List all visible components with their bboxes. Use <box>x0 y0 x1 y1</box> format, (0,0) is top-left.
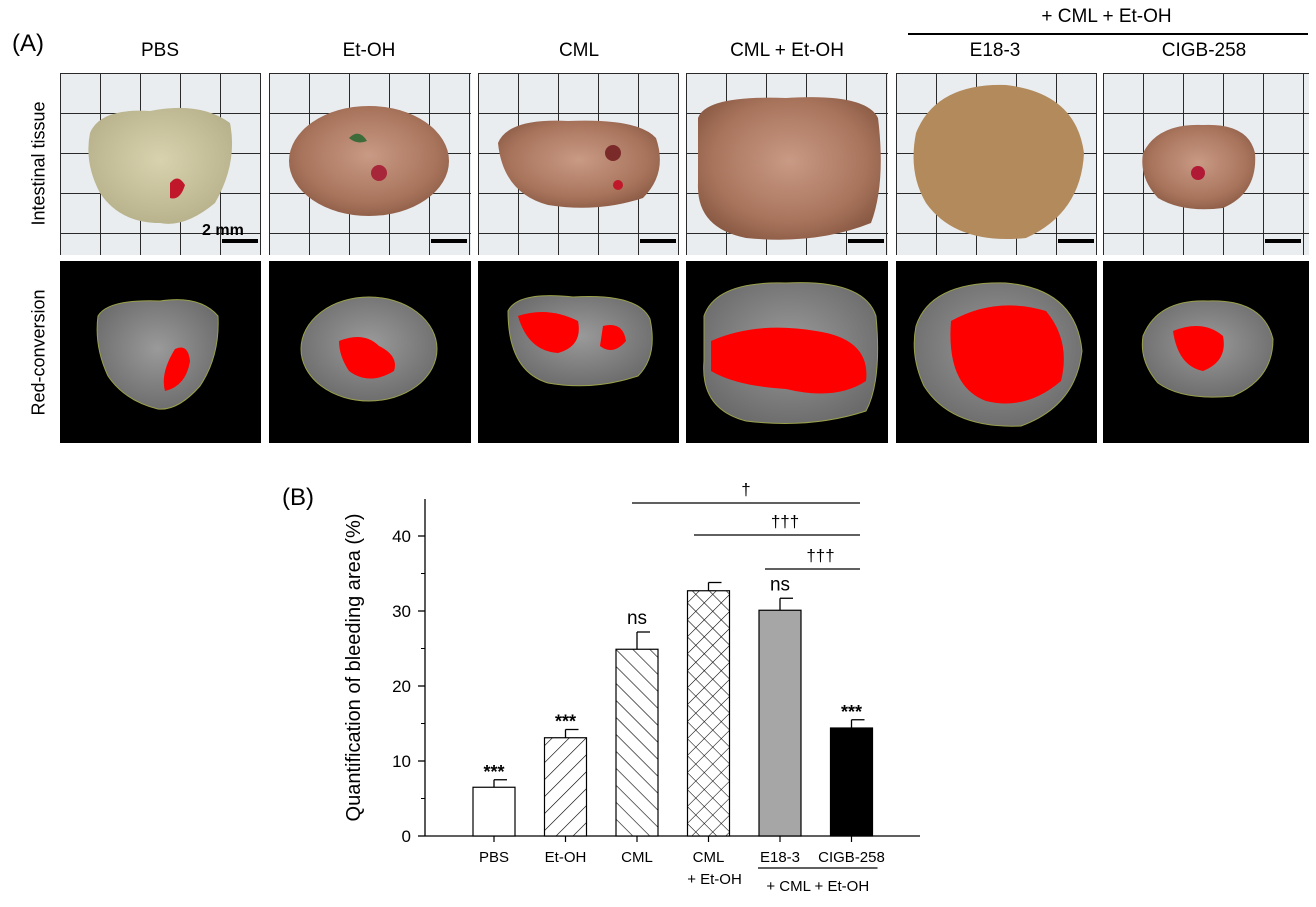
scale-bar <box>1265 239 1301 243</box>
tissue-photo-e18-3 <box>896 73 1097 255</box>
tissue-photo-etoh <box>269 73 471 255</box>
column-header-cml-etoh: CML + Et-OH <box>730 40 844 61</box>
y-tick-label: 30 <box>392 602 411 621</box>
bar-1 <box>543 737 588 837</box>
column-header-etoh: Et-OH <box>342 40 396 61</box>
bar-2 <box>615 648 659 837</box>
significance-stars: *** <box>483 762 504 782</box>
bar-3 <box>686 590 731 837</box>
y-tick-label: 10 <box>392 752 411 771</box>
group-label: + CML + Et-OH <box>766 878 869 895</box>
y-tick-label: 40 <box>392 527 411 546</box>
group-header: + CML + Et-OH <box>1041 6 1172 27</box>
x-tick-label: Et-OH <box>545 849 587 866</box>
bar-4 <box>758 609 802 837</box>
y-tick-label: 20 <box>392 677 411 696</box>
x-tick-label: E18-3 <box>760 849 800 866</box>
comparison-dagger: ††† <box>806 546 834 565</box>
scale-bar <box>222 239 258 243</box>
red-conversion-cml-etoh <box>686 261 888 443</box>
red-conversion-e18-3 <box>896 261 1097 443</box>
scale-bar <box>640 239 676 243</box>
y-axis-label: Quantification of bleeding area (%) <box>343 514 365 822</box>
significance-stars: *** <box>555 712 576 732</box>
column-header-cml: CML <box>558 40 600 61</box>
scale-bar <box>1058 239 1094 243</box>
x-tick-label: CML <box>621 849 653 866</box>
ns-label: ns <box>770 574 790 595</box>
column-header-pbs: PBS <box>140 40 180 61</box>
red-conversion-cml <box>478 261 679 443</box>
comparison-dagger: ††† <box>771 512 799 531</box>
bar-5 <box>829 727 874 837</box>
scale-bar <box>848 239 884 243</box>
ns-label: ns <box>627 608 647 629</box>
group-header-line <box>908 33 1308 35</box>
tissue-photo-cigb-258 <box>1103 73 1309 255</box>
panel-b-label: (B) <box>282 484 314 511</box>
tissue-photo-cml-etoh <box>686 73 888 255</box>
column-header-e18-3: E18-3 <box>969 40 1021 61</box>
comparison-dagger: † <box>741 480 750 499</box>
scale-bar <box>431 239 467 243</box>
x-tick-label: CML <box>693 849 725 866</box>
tissue-photo-pbs: 2 mm <box>60 73 261 255</box>
column-header-cigb-258: CIGB-258 <box>1161 40 1247 61</box>
red-conversion-etoh <box>269 261 471 443</box>
y-tick-label: 0 <box>402 827 411 846</box>
tissue-photo-cml <box>478 73 679 255</box>
x-tick-label: PBS <box>479 849 509 866</box>
red-conversion-cigb-258 <box>1103 261 1309 443</box>
panel-a-label: (A) <box>12 30 44 57</box>
x-tick-label: CIGB-258 <box>818 849 885 866</box>
red-conversion-pbs <box>60 261 261 443</box>
scale-bar-label: 2 mm <box>202 222 244 239</box>
bar-0 <box>472 786 516 837</box>
significance-stars: *** <box>841 702 862 722</box>
x-tick-label: + Et-OH <box>687 871 742 888</box>
